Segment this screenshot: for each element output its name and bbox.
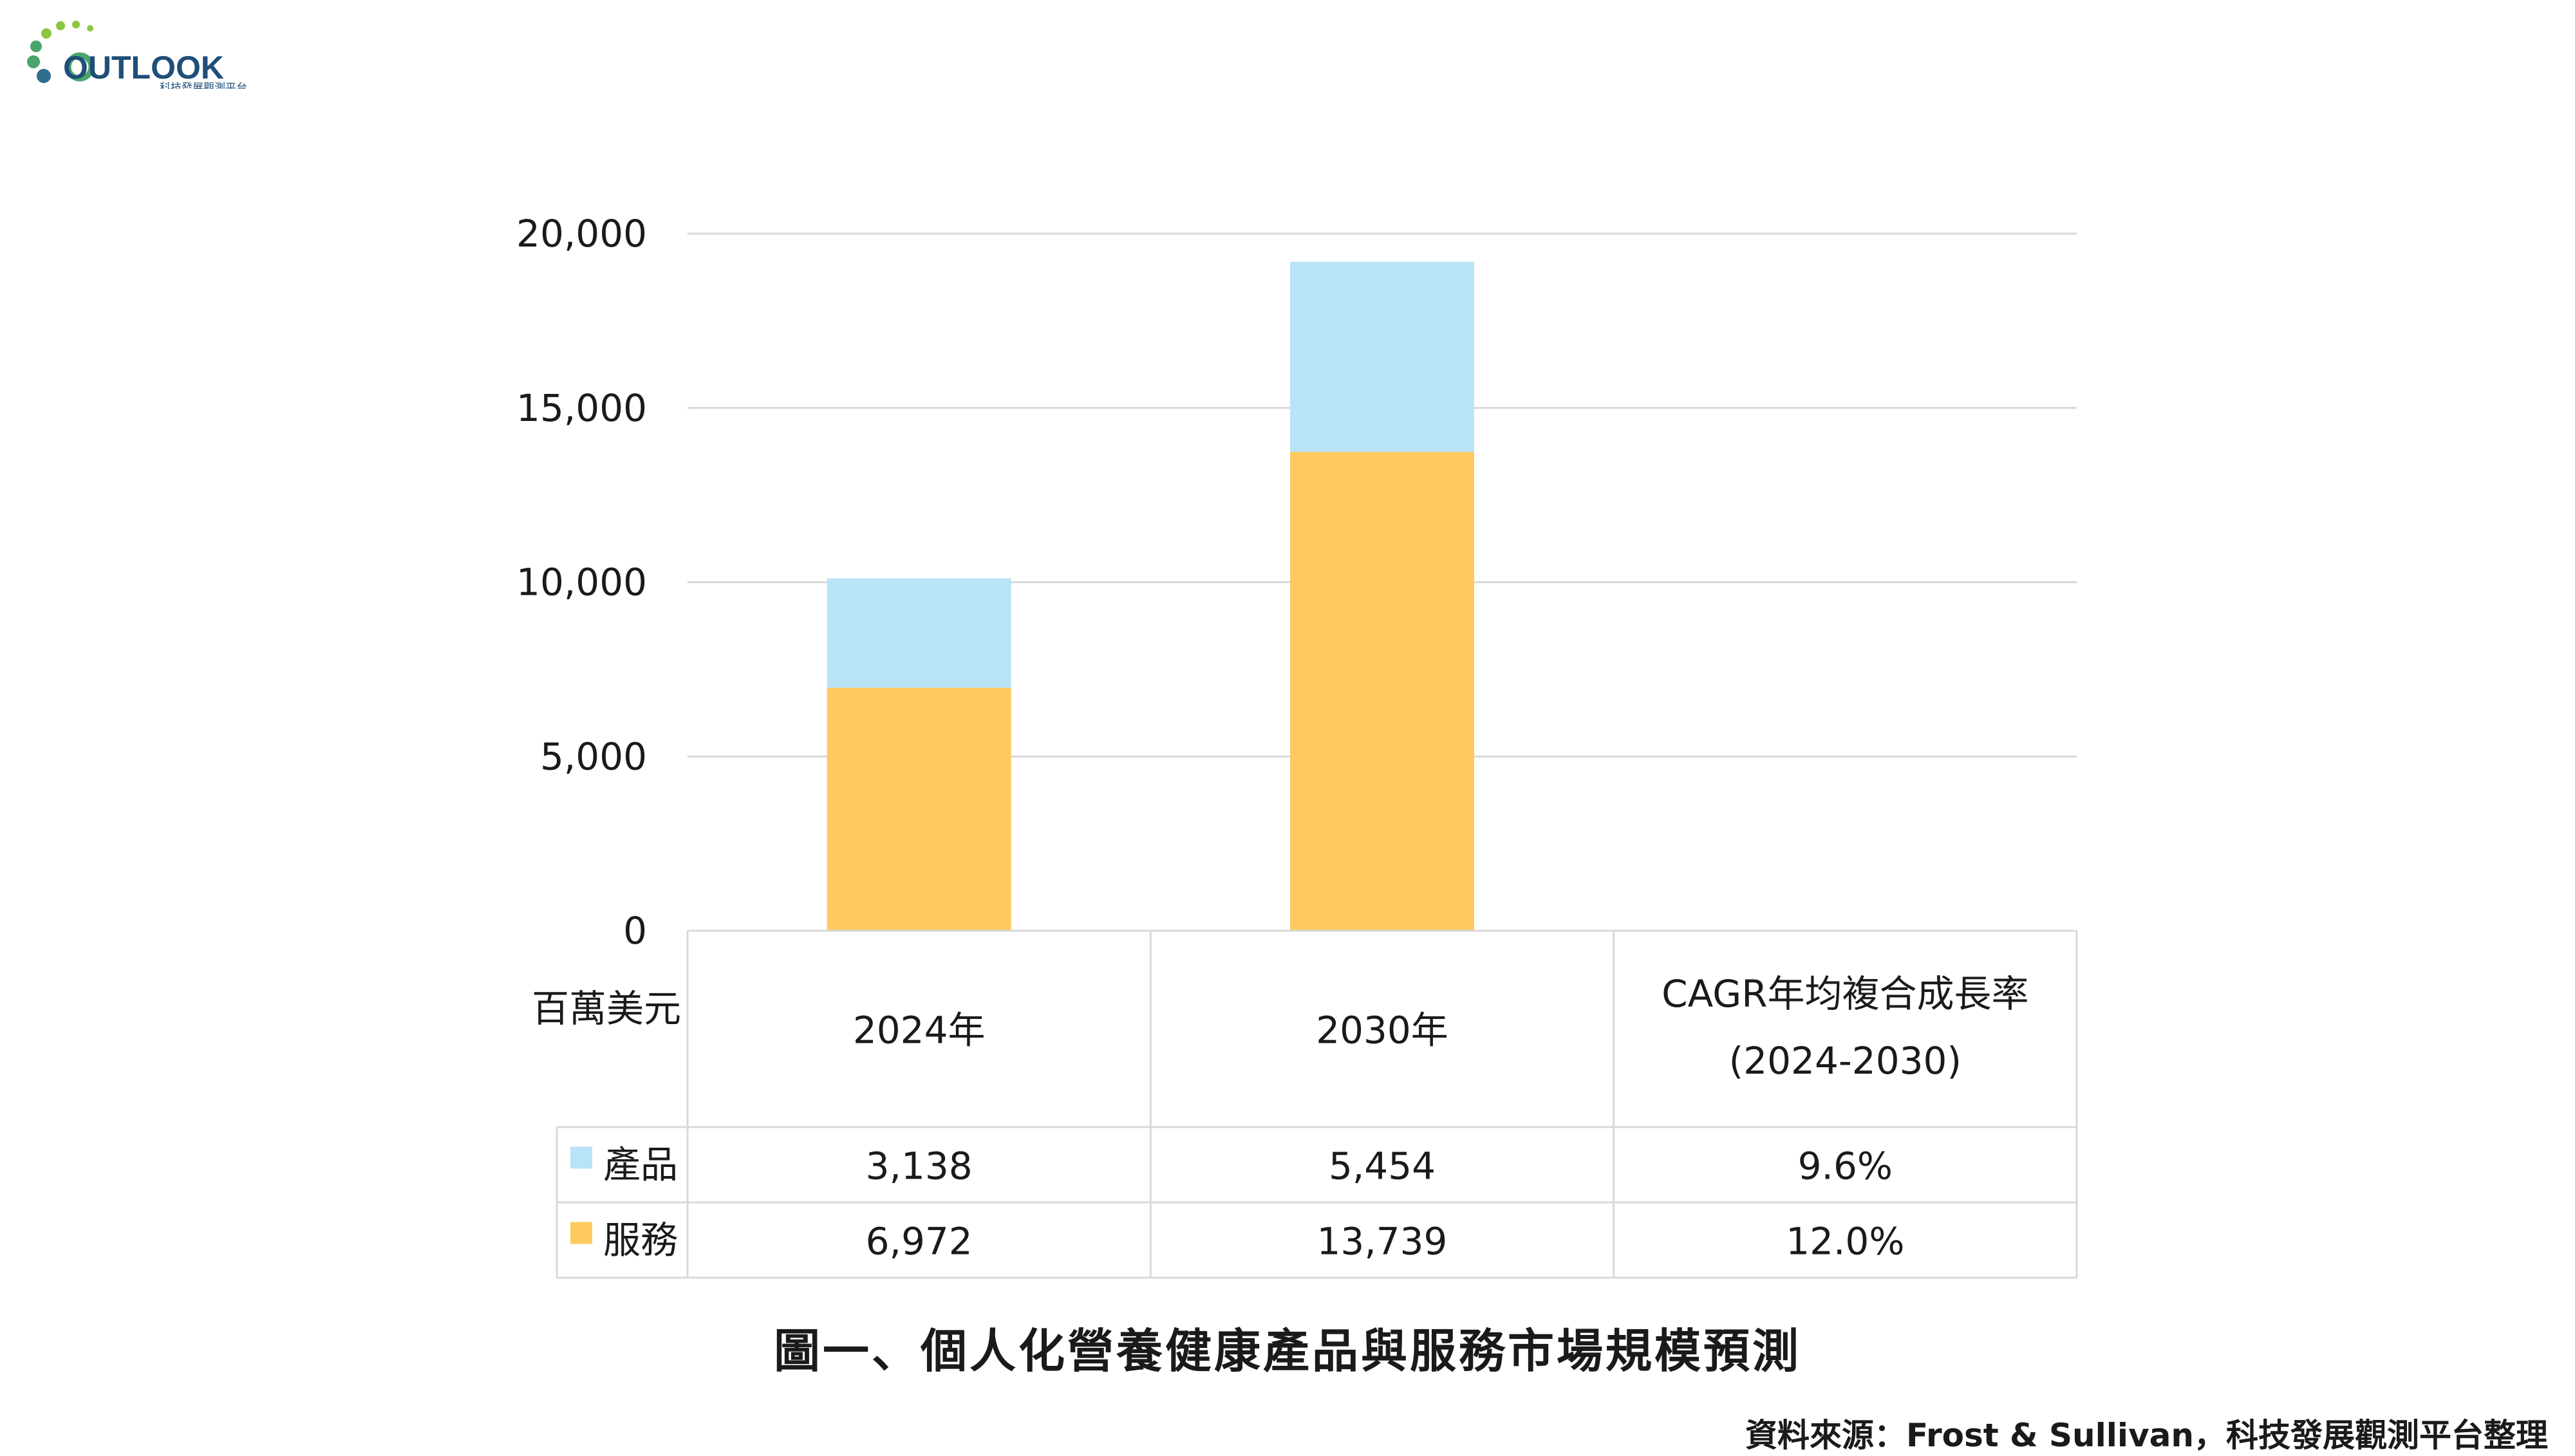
y-tick-label: 5,000 <box>540 734 647 778</box>
y-tick-label: 20,000 <box>516 212 647 256</box>
category-label: 2030年 <box>1316 1009 1448 1052</box>
source-note: 資料來源：Frost & Sullivan，科技發展觀測平台整理 <box>1745 1417 2548 1454</box>
cagr-period: (2024-2030) <box>1729 1039 1962 1083</box>
legend-swatch-服務 <box>570 1222 592 1244</box>
logo-dots <box>27 21 95 83</box>
y-axis-ticks: 0 5,000 10,000 15,000 20,000 <box>516 212 647 953</box>
data-table: 百萬美元 2024年 2030年 CAGR年均複合成長率 (2024-2030) 產品 3,… <box>532 929 2078 1279</box>
cagr-value: 9.6% <box>1798 1144 1893 1188</box>
figure-caption: 圖一、個人化營養健康產品與服務市場規模預測 <box>773 1324 1801 1378</box>
bar-產品-2024年 <box>827 578 1011 688</box>
value-label: 5,454 <box>1329 1144 1436 1188</box>
bar-產品-2030年 <box>1290 261 1474 453</box>
cagr-value: 12.0% <box>1786 1220 1904 1264</box>
value-label: 3,138 <box>866 1144 973 1188</box>
legend-label: 服務 <box>603 1218 678 1262</box>
bars <box>827 261 1474 931</box>
y-tick-label: 15,000 <box>516 386 647 430</box>
cagr-header: CAGR年均複合成長率 <box>1662 972 2028 1016</box>
legend-swatch-產品 <box>570 1146 592 1169</box>
outlook-logo: OUTLOOK 科技發展觀測平台 <box>27 21 247 89</box>
y-tick-label: 0 <box>623 909 647 953</box>
y-tick-label: 10,000 <box>516 561 647 604</box>
bar-服務-2030年 <box>1290 452 1474 931</box>
bar-服務-2024年 <box>827 687 1011 931</box>
logo-name: OUTLOOK <box>63 50 224 86</box>
unit-label: 百萬美元 <box>532 987 681 1031</box>
legend-label: 產品 <box>603 1143 678 1187</box>
value-label: 13,739 <box>1317 1220 1448 1264</box>
logo-subtitle: 科技發展觀測平台 <box>160 82 247 89</box>
category-label: 2024年 <box>853 1009 986 1052</box>
value-label: 6,972 <box>866 1220 973 1264</box>
